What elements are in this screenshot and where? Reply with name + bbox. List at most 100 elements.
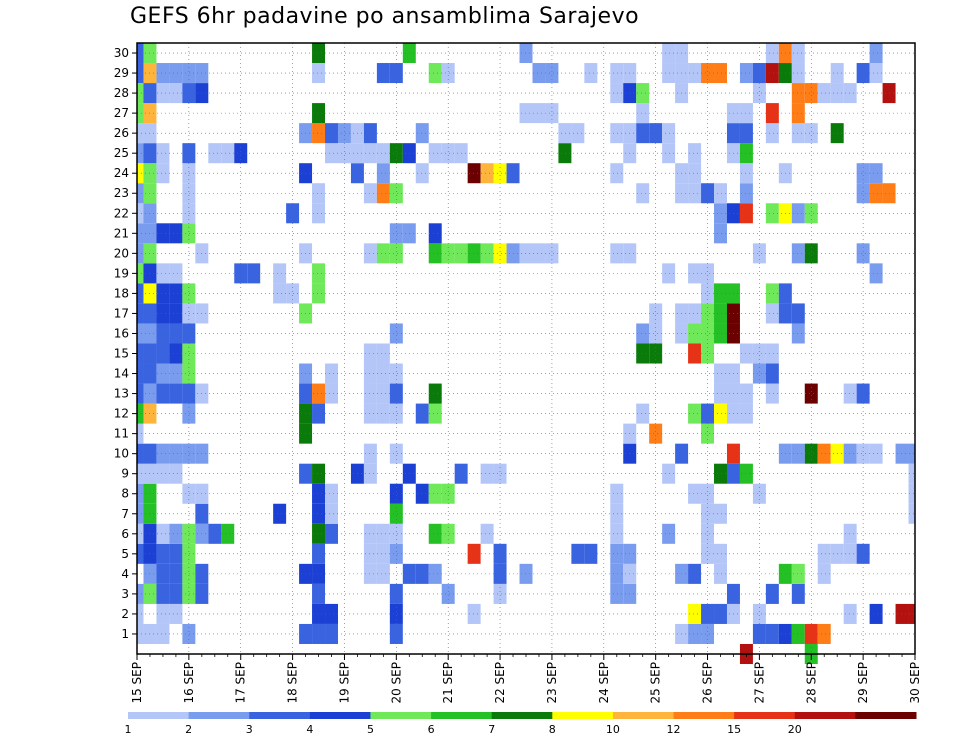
heatmap-cell <box>493 243 507 264</box>
heatmap-cell <box>415 483 429 504</box>
heatmap-cell <box>312 543 326 564</box>
heatmap-cell <box>376 543 390 564</box>
heatmap-cell <box>688 623 702 644</box>
heatmap-cell <box>137 423 144 444</box>
heatmap-cell <box>169 363 183 384</box>
heatmap-cell <box>156 383 170 404</box>
heatmap-cell <box>376 403 390 424</box>
heatmap-cell <box>869 63 883 84</box>
heatmap-cell <box>156 63 170 84</box>
heatmap-cell <box>182 483 196 504</box>
heatmap-cell <box>752 63 766 84</box>
heatmap-cell <box>182 623 196 644</box>
heatmap-cell <box>137 583 144 604</box>
heatmap-cell <box>636 183 650 204</box>
heatmap-cell <box>169 443 183 464</box>
heatmap-cell <box>428 63 442 84</box>
heatmap-cell <box>610 503 624 524</box>
heatmap-cell <box>688 183 702 204</box>
heatmap-cell <box>856 183 870 204</box>
heatmap-cell <box>701 183 715 204</box>
heatmap-cell <box>765 343 779 364</box>
heatmap-cell <box>376 143 390 164</box>
heatmap-cell <box>701 323 715 344</box>
heatmap-cell <box>169 463 183 484</box>
heatmap-cell <box>312 563 326 584</box>
heatmap-cell <box>610 63 624 84</box>
heatmap-cell <box>895 443 909 464</box>
colorbar-label: 1 <box>125 723 132 736</box>
heatmap-cell <box>389 543 403 564</box>
heatmap-cell <box>389 143 403 164</box>
heatmap-cell <box>156 143 170 164</box>
heatmap-cell <box>137 343 144 364</box>
colorbar-swatch <box>673 712 735 719</box>
heatmap-cell <box>389 603 403 624</box>
y-tick-label: 15 <box>114 347 129 361</box>
colorbar-swatch <box>128 712 190 719</box>
grid-lines <box>137 43 915 654</box>
x-tick-label: 28 SEP <box>804 662 818 704</box>
heatmap-cell <box>169 223 183 244</box>
heatmap-cell <box>182 183 196 204</box>
heatmap-cell <box>389 243 403 264</box>
heatmap-cell <box>428 403 442 424</box>
heatmap-cell <box>221 523 235 544</box>
colorbar-label: 2 <box>185 723 192 736</box>
heatmap-cell <box>428 143 442 164</box>
heatmap-cell <box>467 543 481 564</box>
heatmap-cell <box>273 503 287 524</box>
heatmap-cell <box>169 303 183 324</box>
heatmap-cell <box>869 603 883 624</box>
heatmap-cell <box>312 603 326 624</box>
heatmap-cell <box>137 603 144 624</box>
heatmap-cell <box>791 563 805 584</box>
heatmap-cell <box>312 523 326 544</box>
heatmap-cell <box>688 263 702 284</box>
heatmap-cell <box>791 43 805 64</box>
heatmap-cell <box>856 243 870 264</box>
heatmap-cell <box>765 123 779 144</box>
heatmap-cell <box>558 123 572 144</box>
heatmap-cell <box>156 543 170 564</box>
colorbar-label: 6 <box>428 723 435 736</box>
x-tick-label: 27 SEP <box>752 662 766 704</box>
colorbar-swatch <box>734 712 796 719</box>
colorbar-label: 3 <box>246 723 253 736</box>
heatmap-cell <box>156 583 170 604</box>
heatmap-cell <box>791 103 805 124</box>
heatmap-cell <box>234 143 248 164</box>
heatmap-cell <box>791 243 805 264</box>
heatmap-cell <box>137 463 144 484</box>
y-tick-label: 13 <box>114 387 129 401</box>
y-tick-label: 6 <box>121 527 129 541</box>
heatmap-cell <box>804 383 818 404</box>
heatmap-cell <box>869 443 883 464</box>
heatmap-cell <box>804 123 818 144</box>
heatmap-cell <box>688 143 702 164</box>
x-tick-label: 18 SEP <box>286 662 300 704</box>
heatmap-cell <box>156 343 170 364</box>
heatmap-cell <box>908 443 915 464</box>
heatmap-cell <box>363 543 377 564</box>
heatmap-cell <box>739 383 753 404</box>
heatmap-cell <box>273 263 287 284</box>
heatmap-cell <box>312 123 326 144</box>
heatmap-cell <box>156 283 170 304</box>
heatmap-cell <box>415 163 429 184</box>
heatmap-cell <box>441 483 455 504</box>
heatmap-cell <box>169 523 183 544</box>
heatmap-cell <box>137 203 144 224</box>
y-tick-label: 23 <box>114 186 129 200</box>
heatmap-cell <box>363 563 377 584</box>
heatmap-cell <box>532 243 546 264</box>
heatmap-cell <box>169 83 183 104</box>
heatmap-cell <box>389 63 403 84</box>
heatmap-cell <box>752 243 766 264</box>
heatmap-cell <box>701 483 715 504</box>
colorbar-legend: 1 2 3 4 5 6 7 8 10 12 15 20 <box>125 712 917 736</box>
y-tick-label: 7 <box>121 507 129 521</box>
heatmap-cell <box>662 63 676 84</box>
colorbar-label: 7 <box>488 723 495 736</box>
heatmap-cell <box>739 203 753 224</box>
